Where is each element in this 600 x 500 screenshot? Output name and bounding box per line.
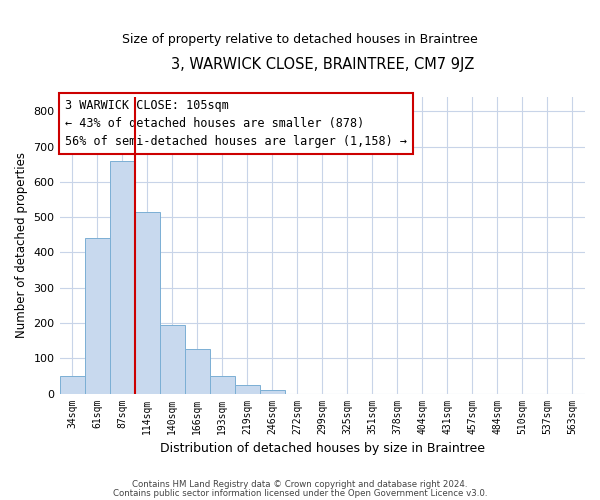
Text: 3 WARWICK CLOSE: 105sqm
← 43% of detached houses are smaller (878)
56% of semi-d: 3 WARWICK CLOSE: 105sqm ← 43% of detache… — [65, 99, 407, 148]
Text: Contains HM Land Registry data © Crown copyright and database right 2024.: Contains HM Land Registry data © Crown c… — [132, 480, 468, 489]
Bar — [185, 350, 209, 394]
Text: Contains public sector information licensed under the Open Government Licence v3: Contains public sector information licen… — [113, 489, 487, 498]
X-axis label: Distribution of detached houses by size in Braintree: Distribution of detached houses by size … — [160, 442, 485, 455]
Bar — [235, 384, 260, 394]
Bar — [134, 212, 160, 394]
Y-axis label: Number of detached properties: Number of detached properties — [15, 152, 28, 338]
Bar — [209, 376, 235, 394]
Text: Size of property relative to detached houses in Braintree: Size of property relative to detached ho… — [122, 32, 478, 46]
Bar — [160, 325, 185, 394]
Bar — [110, 161, 134, 394]
Bar — [260, 390, 285, 394]
Bar — [85, 238, 110, 394]
Title: 3, WARWICK CLOSE, BRAINTREE, CM7 9JZ: 3, WARWICK CLOSE, BRAINTREE, CM7 9JZ — [170, 58, 474, 72]
Bar — [59, 376, 85, 394]
